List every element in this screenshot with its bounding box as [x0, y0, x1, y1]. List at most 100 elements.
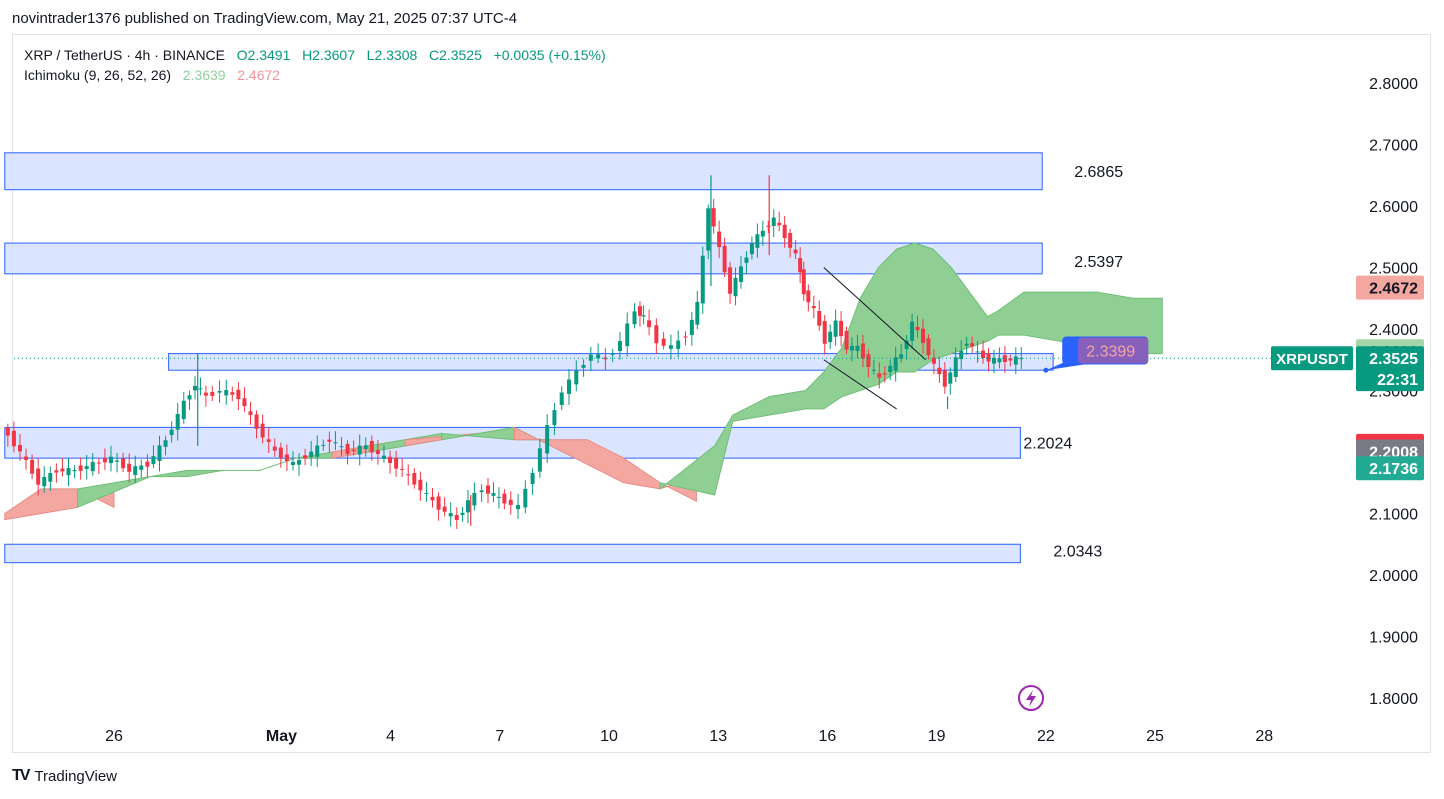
candle-body: [448, 513, 453, 517]
candle-body: [1008, 358, 1013, 361]
candle-body: [755, 234, 760, 248]
callout-anchor-dot: [1043, 367, 1049, 373]
candle-body: [844, 330, 849, 350]
candle-body: [749, 243, 754, 255]
price-badge-bg: [1356, 346, 1424, 371]
candle-body: [133, 466, 138, 475]
candle-body: [588, 354, 593, 361]
x-tick-label: 19: [928, 728, 946, 745]
cloud-segment-6: [513, 426, 697, 503]
candle-body: [351, 449, 356, 452]
zone-label-1: 2.5397: [1074, 254, 1123, 271]
candle-body: [637, 306, 642, 316]
candle-body: [175, 413, 180, 430]
symbol-legend-row[interactable]: XRP / TetherUS · 4h · BINANCE O2.3491 H2…: [24, 45, 606, 65]
candle-body: [187, 395, 192, 400]
candle-body: [400, 468, 405, 470]
lightning-icon-glyph: [1026, 690, 1036, 707]
candle-body: [297, 459, 302, 465]
candle-body: [66, 468, 71, 476]
change-value: +0.0035 (+0.15%): [493, 47, 606, 63]
price-badges-layer: 2.46722.36392.352522:312.21002.20082.173…: [1271, 275, 1424, 481]
candle-body: [728, 267, 733, 294]
candle-body: [937, 367, 942, 375]
candle-body: [192, 385, 197, 391]
zone-label-0: 2.6865: [1074, 164, 1123, 181]
candle-body: [711, 208, 716, 227]
candle-body: [882, 373, 887, 375]
candle-body: [115, 460, 120, 462]
candle-body: [278, 447, 283, 459]
candle-body: [96, 462, 101, 464]
candle-body: [722, 245, 727, 273]
y-tick-label: 1.8000: [1369, 691, 1418, 708]
candle-body: [394, 457, 399, 469]
candle-body: [545, 425, 550, 454]
footer-brand[interactable]: TV TradingView: [12, 767, 117, 785]
y-tick-label: 2.4000: [1369, 322, 1418, 339]
candle-body: [822, 321, 827, 344]
candle-body: [850, 345, 855, 351]
indicator-legend-row[interactable]: Ichimoku (9, 26, 52, 26) 2.3639 2.4672: [24, 65, 606, 85]
candle-body: [17, 445, 22, 452]
candle-body: [203, 392, 208, 396]
candle-body: [121, 458, 126, 469]
candle-body: [523, 488, 528, 508]
candle-body: [315, 445, 320, 457]
candle-body: [801, 269, 806, 295]
candle-body: [964, 343, 969, 346]
candle-body: [695, 301, 700, 325]
candle-body: [412, 473, 417, 485]
y-tick-label: 2.1000: [1369, 507, 1418, 524]
candle-body: [84, 466, 89, 469]
indicator-value-2: 2.4672: [237, 67, 281, 83]
candle-body: [839, 320, 844, 337]
indicator-name: Ichimoku (9, 26, 52, 26): [24, 67, 172, 83]
candle-body: [744, 257, 749, 263]
candles-layer: [5, 175, 1024, 529]
sr-zone-0: [4, 152, 1043, 191]
candle-body: [559, 392, 564, 405]
candle-body: [442, 506, 447, 512]
y-tick-label: 1.9000: [1369, 630, 1418, 647]
candle-body: [910, 321, 915, 341]
candle-body: [102, 457, 107, 463]
brand-name: TradingView: [34, 767, 117, 785]
symbol-name: XRP / TetherUS · 4h · BINANCE: [24, 47, 225, 63]
candle-body: [309, 451, 314, 457]
candle-body: [72, 470, 77, 472]
x-tick-label: 7: [495, 728, 504, 745]
symbol-badge-label: XRPUSDT: [1276, 351, 1348, 368]
x-tick-label: 25: [1146, 728, 1164, 745]
candle-body: [567, 379, 571, 394]
x-tick-label: 13: [709, 728, 727, 745]
candle-body: [860, 343, 865, 359]
candle-body: [899, 354, 904, 359]
candle-body: [981, 350, 986, 359]
candle-body: [855, 345, 860, 351]
candle-body: [224, 390, 229, 396]
candle-body: [369, 440, 374, 453]
sr-zone-1: [4, 242, 1043, 275]
x-tick-label: 26: [105, 728, 123, 745]
candle-body: [375, 450, 380, 454]
candle-body: [327, 439, 332, 442]
candle-body: [806, 290, 811, 303]
x-tick-label: 28: [1255, 728, 1273, 745]
candle-body: [260, 423, 265, 438]
candle-body: [24, 456, 29, 460]
candle-body: [904, 340, 909, 350]
price-badge-label: 2.4672: [1369, 281, 1418, 298]
candle-body: [230, 392, 235, 395]
candle-body: [108, 456, 113, 464]
cloud-segment-7: [659, 242, 1163, 496]
candle-body: [782, 224, 787, 239]
candle-body: [333, 442, 338, 444]
chart-frame[interactable]: [12, 34, 1431, 753]
x-tick-label: 10: [600, 728, 618, 745]
wedge-line-1: [823, 359, 897, 410]
candle-body: [163, 440, 168, 447]
candle-body: [706, 208, 711, 251]
candle-body: [418, 479, 423, 491]
